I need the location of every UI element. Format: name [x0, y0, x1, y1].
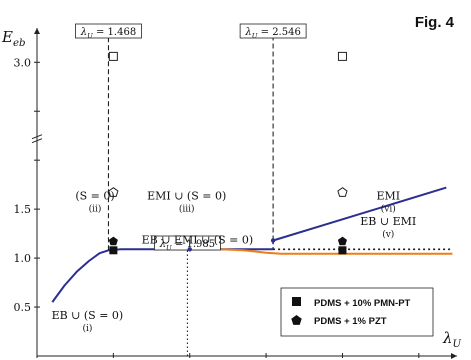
region-id: (vi): [381, 203, 396, 214]
figure-label: Fig. 4: [415, 14, 455, 31]
open-pentagon-marker: [108, 187, 119, 197]
y-axis-label: Eeb: [1, 28, 26, 49]
legend-label-pzt: PDMS + 1% PZT: [314, 316, 387, 327]
series-blue-boundary: [51, 248, 274, 303]
open-square-marker: [337, 51, 347, 61]
x-axis-label: λU: [442, 329, 462, 350]
legend: PDMS + 10% PMN-PT PDMS + 1% PZT: [280, 287, 434, 337]
region-label: EMI ∪ (S = 0): [147, 189, 226, 202]
vertical-line-label: λU = 2.546: [244, 27, 300, 40]
filled-square-marker: [109, 246, 118, 255]
markers: [108, 51, 348, 255]
filled-square-marker: [338, 246, 347, 255]
y-axis-break-mark: [31, 134, 43, 140]
series-blue-upper-branch: [272, 186, 447, 242]
series-orange-branch: [220, 248, 453, 255]
vertical-line-label: λU = 1.985: [159, 239, 215, 252]
region-label: EB ∪ (S = 0): [52, 309, 124, 322]
vertical-lines: λU = 1.468 λU = 2.546 λU = 1.985: [75, 23, 307, 356]
junction-dot: [187, 247, 192, 252]
legend-square-marker: [292, 297, 301, 306]
y-tick-label: 1.5: [14, 203, 32, 216]
filled-pentagon-marker: [337, 236, 347, 246]
x-axis-arrow: [451, 353, 457, 359]
region-label: EB ∪ EMI ∪ (S = 0): [142, 233, 254, 246]
open-pentagon-marker: [337, 187, 348, 197]
vertical-line-label-box: [154, 235, 221, 251]
region-id: (iii): [179, 203, 195, 214]
region-label: EMI: [376, 189, 400, 202]
region-label: (S = 0): [75, 189, 114, 202]
vertical-line-label-box: [75, 23, 142, 39]
axes: 0.51.01.53.01.01.52.02.53.03.5EebλU: [1, 28, 462, 360]
region-id: (ii): [89, 203, 102, 214]
y-tick-label: 1.0: [14, 252, 32, 265]
open-square-marker: [108, 51, 118, 61]
filled-pentagon-marker: [108, 236, 118, 246]
vertical-line-label: λU = 1.468: [80, 27, 136, 40]
vertical-line-label-box: [239, 23, 307, 39]
y-axis-break-mark: [31, 138, 43, 144]
region-id: (v): [382, 229, 394, 240]
y-axis-arrow: [34, 28, 40, 34]
legend-box: [280, 287, 434, 337]
legend-label-pmn-pt: PDMS + 10% PMN-PT: [314, 298, 411, 309]
region-label: EB ∪ EMI: [360, 215, 416, 228]
legend-pentagon-marker: [291, 315, 302, 325]
region-id: (i): [82, 323, 92, 334]
y-tick-label: 3.0: [14, 56, 32, 69]
junction-dot: [270, 238, 276, 243]
y-tick-label: 0.5: [14, 301, 32, 314]
region-labels: (S = 0)(ii)EMI ∪ (S = 0)(iii)EMI(vi)EB ∪…: [52, 189, 417, 333]
